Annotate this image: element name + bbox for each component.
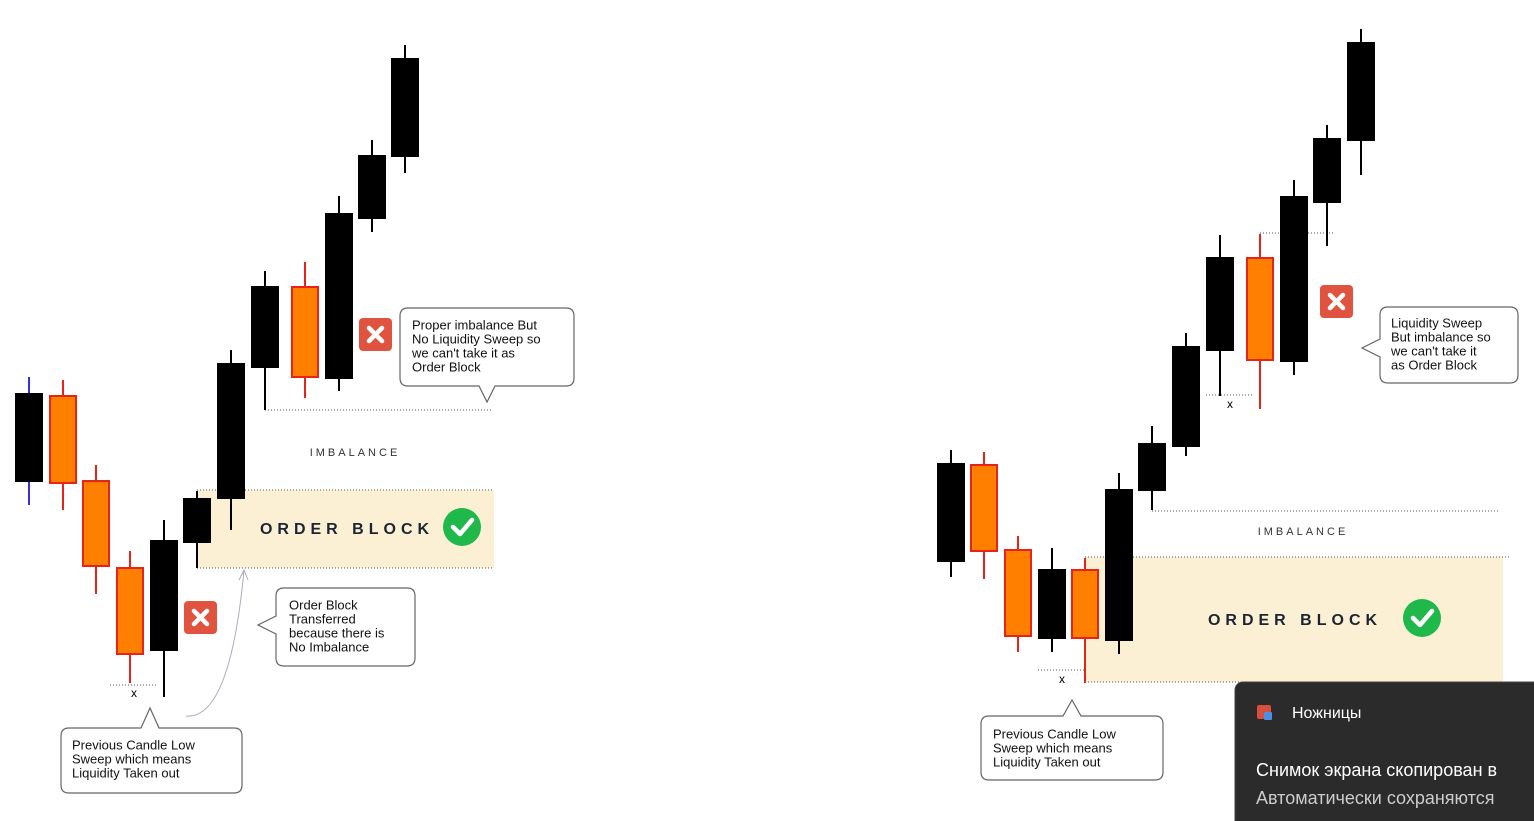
reject-icon-mark bbox=[366, 325, 385, 344]
candle-body bbox=[970, 464, 998, 552]
notification-panel bbox=[1234, 681, 1534, 821]
app-icon bbox=[1264, 712, 1272, 720]
callout-text: Sweep which means bbox=[993, 740, 1113, 755]
accept-icon-mark bbox=[450, 517, 475, 537]
callout-text: we can't take it bbox=[1390, 343, 1477, 358]
callout-text: No Imbalance bbox=[289, 639, 369, 654]
reject-icon-mark bbox=[191, 608, 210, 627]
candle-body bbox=[1172, 346, 1200, 447]
candle-body bbox=[1138, 443, 1166, 491]
candle-body bbox=[251, 286, 279, 368]
callout-text: we can't take it as bbox=[411, 345, 515, 360]
x-marker: x bbox=[1227, 397, 1233, 411]
reject-icon-mark bbox=[1327, 292, 1346, 311]
candle-body bbox=[937, 463, 965, 562]
candle-body bbox=[1206, 257, 1234, 351]
callout bbox=[980, 698, 1164, 781]
callout bbox=[60, 706, 243, 794]
callout-text: Liquidity Sweep bbox=[1391, 315, 1482, 330]
candle-body bbox=[1071, 569, 1099, 639]
candle-body bbox=[325, 213, 353, 379]
candle-body bbox=[1313, 138, 1341, 203]
candle-body bbox=[1105, 489, 1133, 641]
callout-text: Proper imbalance But bbox=[412, 317, 537, 332]
candle-body bbox=[1347, 42, 1375, 141]
order-block-label: ORDER BLOCK bbox=[260, 521, 434, 538]
x-marker: x bbox=[131, 686, 137, 700]
arrow bbox=[185, 569, 245, 717]
notification-text: Автоматически сохраняются bbox=[1256, 788, 1494, 808]
callout-text: Order Block bbox=[289, 597, 358, 612]
candle-body bbox=[217, 363, 245, 499]
accept-icon bbox=[1403, 599, 1441, 637]
imbalance-label: IMBALANCE bbox=[1258, 526, 1349, 538]
callout bbox=[256, 587, 416, 667]
accept-icon-mark bbox=[1410, 608, 1435, 628]
callout-text: Liquidity Taken out bbox=[72, 765, 180, 780]
candle-body bbox=[150, 540, 178, 651]
candle-body bbox=[291, 286, 319, 378]
candle-body bbox=[49, 395, 77, 484]
candle-body bbox=[358, 155, 386, 219]
candle-body bbox=[1038, 569, 1066, 639]
callout bbox=[1360, 306, 1519, 384]
candle-body bbox=[391, 58, 419, 157]
callout-text: as Order Block bbox=[1391, 357, 1477, 372]
callout-text: Previous Candle Low bbox=[72, 737, 195, 752]
candle-body bbox=[1246, 257, 1274, 361]
callout bbox=[399, 307, 575, 404]
callout-text: Order Block bbox=[412, 359, 481, 374]
callout-text: Liquidity Taken out bbox=[993, 754, 1101, 769]
callout-text: Transferred bbox=[289, 611, 356, 626]
imbalance-label: IMBALANCE bbox=[310, 447, 401, 459]
notification-text: Снимок экрана скопирован в bbox=[1256, 760, 1497, 780]
callout-text: But imbalance so bbox=[1391, 329, 1491, 344]
icons bbox=[184, 285, 1441, 637]
candle-body bbox=[116, 567, 144, 655]
arrow-head bbox=[238, 568, 249, 581]
candle-body bbox=[1280, 196, 1308, 362]
accept-icon bbox=[443, 508, 481, 546]
x-marker: x bbox=[1059, 672, 1065, 686]
candles bbox=[15, 29, 1375, 697]
notification[interactable]: Ножницы Снимок экрана скопирован в Автом… bbox=[1234, 681, 1534, 821]
callout-text: Previous Candle Low bbox=[993, 726, 1116, 741]
order-block-label: ORDER BLOCK bbox=[1208, 612, 1382, 629]
callout-text: Sweep which means bbox=[72, 751, 192, 766]
candle-body bbox=[15, 393, 43, 482]
candle-body bbox=[82, 480, 110, 567]
callout-text: because there is bbox=[289, 625, 385, 640]
app-name: Ножницы bbox=[1292, 705, 1361, 722]
candle-body bbox=[183, 498, 211, 543]
candle-body bbox=[1004, 549, 1032, 637]
callout-text: No Liquidity Sweep so bbox=[412, 331, 541, 346]
